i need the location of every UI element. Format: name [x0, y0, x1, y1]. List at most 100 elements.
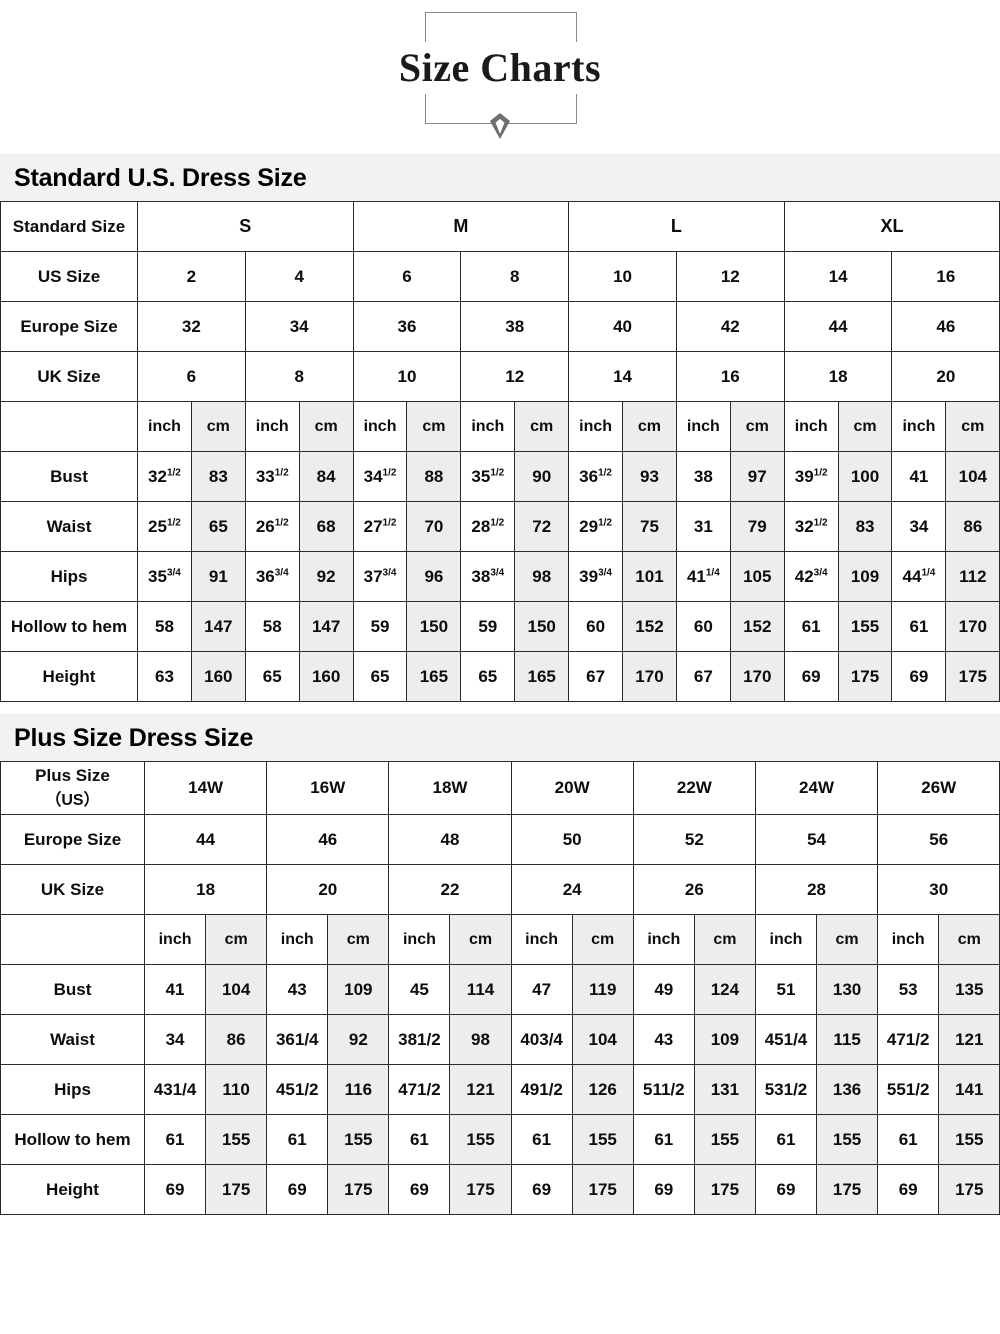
measure-value: 471/2	[388, 1064, 451, 1115]
measure-value: 451/4	[754, 1014, 818, 1065]
measure-value: 100	[837, 451, 893, 502]
plus-size-20W: 20W	[510, 761, 634, 815]
row-label: Bust	[0, 964, 145, 1015]
standard-group-label: Standard Size	[0, 201, 138, 252]
unit-header-cm: cm	[693, 914, 756, 965]
size-value: 6	[137, 351, 246, 402]
measure-value: 41	[143, 964, 207, 1015]
size-value: 46	[891, 301, 1000, 352]
measure-value: 121	[449, 1064, 512, 1115]
standard-size-row: UK Size 6 8 10 12 14 16 18 20	[0, 351, 1000, 402]
plus-size-16W: 16W	[266, 761, 390, 815]
standard-size-row: US Size 2 4 6 8 10 12 14 16	[0, 251, 1000, 302]
size-value: 30	[877, 864, 1000, 915]
measure-value: 175	[945, 651, 1000, 702]
measure-value: 160	[298, 651, 354, 702]
standard-section-title: Standard U.S. Dress Size	[14, 164, 307, 192]
measure-value: 112	[945, 551, 1000, 602]
size-value: 12	[460, 351, 570, 402]
size-value: 56	[877, 814, 1000, 865]
measure-value: 155	[571, 1114, 634, 1165]
measure-value: 441/4	[891, 551, 947, 602]
measure-value: 43	[266, 964, 329, 1015]
measure-value: 491/2	[510, 1064, 573, 1115]
measure-value: 61	[783, 601, 839, 652]
measure-value: 72	[514, 501, 570, 552]
measure-value: 383/4	[460, 551, 516, 602]
measure-value: 551/2	[877, 1064, 940, 1115]
measure-value: 105	[729, 551, 785, 602]
measure-value: 393/4	[568, 551, 624, 602]
size-value: 20	[891, 351, 1000, 402]
size-value: 18	[143, 864, 268, 915]
measure-value: 136	[816, 1064, 879, 1115]
plus-size-24W: 24W	[754, 761, 879, 815]
page-title: Size Charts	[0, 42, 1000, 94]
row-label: Height	[0, 651, 138, 702]
size-value: 46	[266, 814, 390, 865]
measure-value: 69	[891, 651, 947, 702]
size-value: 10	[352, 351, 462, 402]
measure-value: 155	[327, 1114, 390, 1165]
measure-value: 119	[571, 964, 634, 1015]
unit-header-inch: inch	[891, 401, 947, 452]
unit-header-inch: inch	[754, 914, 818, 965]
size-group-M: M	[352, 201, 570, 252]
plus-size-26W: 26W	[877, 761, 1000, 815]
measure-value: 451/2	[266, 1064, 329, 1115]
measure-value: 109	[837, 551, 893, 602]
standard-measure-row: Waist 251/2 65 261/2 68 271/2 70 281/2 72 291/2 75…	[0, 501, 1000, 552]
measure-value: 69	[632, 1164, 695, 1215]
size-value: 44	[783, 301, 893, 352]
size-group-XL: XL	[783, 201, 1000, 252]
measure-value: 353/4	[137, 551, 192, 602]
diamond-ornament-icon	[488, 112, 512, 140]
size-group-S: S	[137, 201, 354, 252]
plus-size-14W: 14W	[143, 761, 268, 815]
measure-value: 431/4	[143, 1064, 207, 1115]
measure-value: 150	[406, 601, 462, 652]
measure-value: 155	[816, 1114, 879, 1165]
plus-unit-row: inch cm inch cm inch cm inch cm inch cm inch cm inch…	[0, 914, 1000, 965]
unit-header-cm: cm	[298, 401, 354, 452]
plus-size-22W: 22W	[632, 761, 756, 815]
size-value: 14	[783, 251, 893, 302]
standard-measure-row: Height 63 160 65 160 65 165 65 165 67 170 67 170 69 17…	[0, 651, 1000, 702]
unit-header-cm: cm	[729, 401, 785, 452]
unit-header-cm: cm	[816, 914, 879, 965]
plus-measure-row: Height 69 175 69 175 69 175 69 175 69 175 69 175 69 17…	[0, 1164, 1000, 1215]
standard-size-row: Europe Size 32 34 36 38 40 42 44 46	[0, 301, 1000, 352]
measure-value: 175	[571, 1164, 634, 1215]
plus-measure-row: Hollow to hem 61 155 61 155 61 155 61 155 61 155 61…	[0, 1114, 1000, 1165]
size-value: 12	[675, 251, 785, 302]
plus-size-table: Plus Size （US） 14W 16W 18W 20W 22W 24W 26W Europe…	[0, 761, 1000, 1215]
standard-unit-row: inch cm inch cm inch cm inch cm inch cm inch cm inch…	[0, 401, 1000, 452]
row-label: US Size	[0, 251, 138, 302]
plus-size-row: UK Size 18 20 22 24 26 28 30	[0, 864, 1000, 915]
plus-section-band: Plus Size Dress Size	[0, 714, 1000, 761]
measure-value: 68	[298, 501, 354, 552]
measure-value: 90	[514, 451, 570, 502]
measure-value: 67	[675, 651, 731, 702]
measure-value: 147	[190, 601, 246, 652]
standard-section-band: Standard U.S. Dress Size	[0, 154, 1000, 201]
size-value: 8	[460, 251, 570, 302]
measure-value: 341/2	[352, 451, 408, 502]
size-value: 24	[510, 864, 634, 915]
measure-value: 175	[938, 1164, 1000, 1215]
measure-value: 124	[693, 964, 756, 1015]
row-label: Height	[0, 1164, 145, 1215]
measure-value: 104	[571, 1014, 634, 1065]
measure-value: 391/2	[783, 451, 839, 502]
size-value: 20	[266, 864, 390, 915]
measure-value: 381/2	[388, 1014, 451, 1065]
size-value: 14	[568, 351, 677, 402]
measure-value: 69	[754, 1164, 818, 1215]
measure-value: 69	[510, 1164, 573, 1215]
measure-value: 34	[891, 501, 947, 552]
measure-value: 155	[938, 1114, 1000, 1165]
measure-value: 47	[510, 964, 573, 1015]
measure-value: 61	[877, 1114, 940, 1165]
measure-value: 110	[205, 1064, 268, 1115]
measure-value: 471/2	[877, 1014, 940, 1065]
